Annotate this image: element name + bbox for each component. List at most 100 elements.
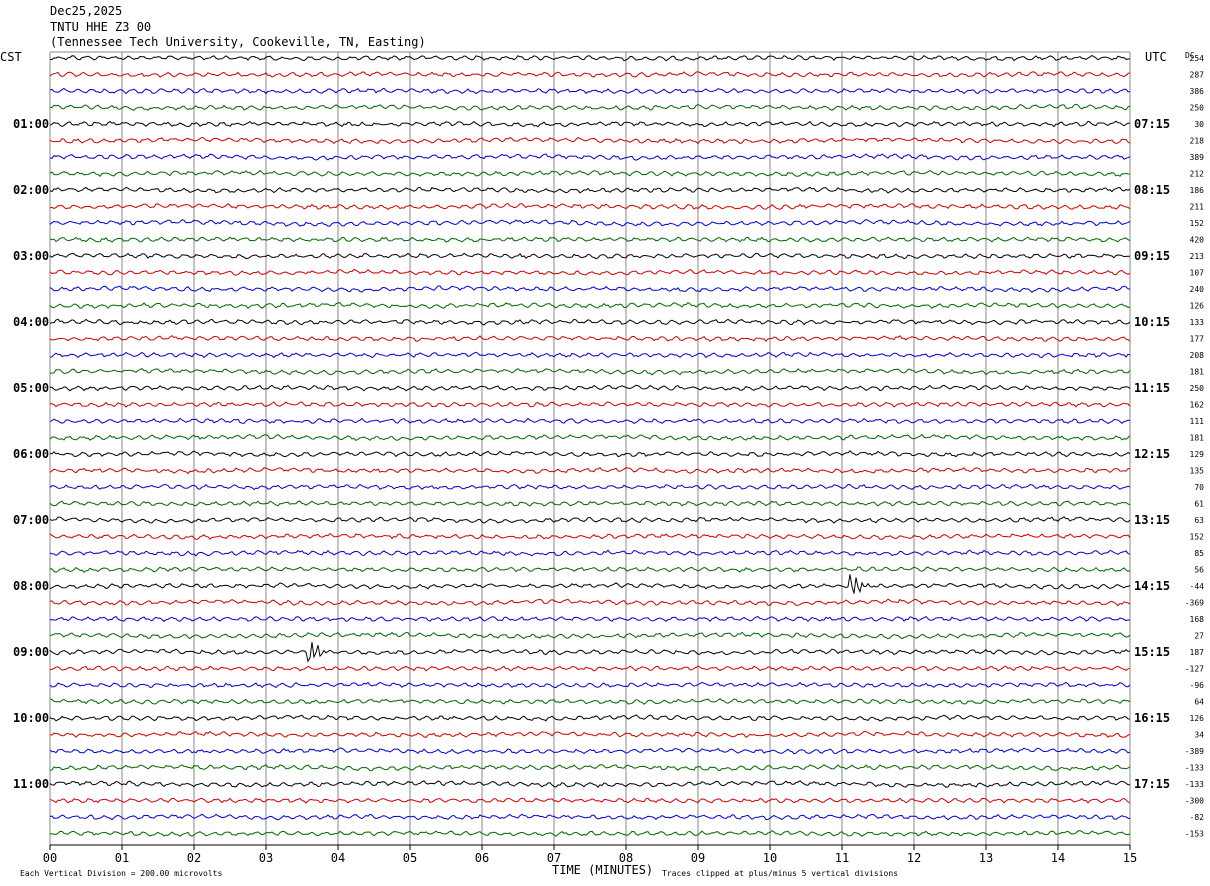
trace-row-20: [49, 384, 1131, 392]
trace-row-33: [49, 598, 1131, 607]
trace-row-13: [49, 268, 1131, 276]
right-hour-label: 11:15: [1134, 381, 1170, 395]
right-hour-label: 10:15: [1134, 315, 1170, 329]
left-hour-label: 10:00: [13, 711, 49, 725]
dc-offset-label: 389: [1190, 153, 1205, 162]
trace-row-45: [49, 797, 1131, 804]
trace-row-40: [49, 714, 1131, 722]
trace-row-43: [49, 764, 1131, 772]
dc-offset-label: 287: [1190, 71, 1205, 80]
trace-row-21: [49, 401, 1131, 408]
dc-header-label: DC: [1185, 51, 1195, 60]
trace-row-6: [49, 153, 1131, 161]
trace-row-36: [49, 642, 1130, 663]
trace-row-5: [49, 136, 1131, 145]
dc-offset-label: 126: [1190, 714, 1205, 723]
dc-offset-label: 177: [1190, 335, 1205, 344]
trace-row-41: [49, 730, 1131, 738]
x-tick-label: 13: [979, 851, 993, 865]
trace-row-34: [49, 615, 1131, 623]
x-axis-label: TIME (MINUTES): [552, 863, 653, 877]
trace-row-14: [49, 285, 1131, 293]
dc-offset-label: 208: [1190, 351, 1205, 360]
left-hour-label: 02:00: [13, 183, 49, 197]
right-hour-label: 14:15: [1134, 579, 1170, 593]
left-hour-label: 08:00: [13, 579, 49, 593]
trace-group: [49, 54, 1131, 837]
dc-offset-label: 133: [1190, 318, 1205, 327]
x-tick-label: 12: [907, 851, 921, 865]
right-hour-label: 16:15: [1134, 711, 1170, 725]
x-tick-label: 04: [331, 851, 345, 865]
dc-offset-label: 181: [1190, 434, 1205, 443]
left-hour-label: 05:00: [13, 381, 49, 395]
dc-offset-label: 420: [1190, 236, 1205, 245]
x-tick-label: 09: [691, 851, 705, 865]
trace-row-47: [49, 829, 1131, 837]
x-tick-label: 10: [763, 851, 777, 865]
dc-offset-label: -369: [1185, 599, 1204, 608]
trace-row-39: [49, 698, 1131, 705]
left-hour-label: 06:00: [13, 447, 49, 461]
right-hour-label: 17:15: [1134, 777, 1170, 791]
dc-offset-label: 126: [1190, 302, 1205, 311]
dc-offset-label: 212: [1190, 170, 1205, 179]
trace-row-46: [49, 813, 1131, 821]
dc-offset-label: 152: [1190, 533, 1205, 542]
trace-row-27: [49, 500, 1131, 507]
dc-offset-label: -82: [1190, 813, 1205, 822]
right-hour-label: 07:15: [1134, 117, 1170, 131]
trace-row-17: [49, 335, 1131, 342]
dc-offset-label: 213: [1190, 252, 1205, 261]
right-hour-label: 15:15: [1134, 645, 1170, 659]
dc-offset-label: -153: [1185, 830, 1204, 839]
dc-offset-label: 34: [1194, 731, 1204, 740]
trace-row-11: [49, 236, 1131, 243]
left-hour-label: 09:00: [13, 645, 49, 659]
x-tick-label: 07: [547, 851, 561, 865]
dc-offset-label: 386: [1190, 87, 1205, 96]
trace-row-28: [49, 516, 1131, 524]
dc-offset-label: 187: [1190, 648, 1205, 657]
dc-offset-label: 63: [1194, 516, 1204, 525]
header-location: (Tennessee Tech University, Cookeville, …: [50, 35, 426, 49]
dc-offset-label: 211: [1190, 203, 1205, 212]
trace-row-16: [49, 318, 1131, 326]
trace-row-10: [49, 219, 1131, 227]
trace-row-19: [49, 367, 1131, 376]
dc-offset-label: 56: [1194, 566, 1204, 575]
scale-note: Each Vertical Division = 200.00 microvol…: [20, 869, 222, 878]
right-hour-label: 09:15: [1134, 249, 1170, 263]
dc-offset-label: -300: [1185, 797, 1204, 806]
trace-row-37: [49, 665, 1131, 672]
dc-offset-label: 135: [1190, 467, 1205, 476]
x-tick-label: 05: [403, 851, 417, 865]
trace-row-26: [49, 483, 1131, 491]
dc-offset-label: 27: [1194, 632, 1204, 641]
dc-offset-label: 107: [1190, 269, 1205, 278]
dc-offset-label: 181: [1190, 368, 1205, 377]
trace-row-30: [49, 549, 1131, 557]
trace-row-42: [49, 747, 1131, 755]
dc-offset-label: -127: [1185, 665, 1204, 674]
dc-offset-label: -44: [1190, 582, 1205, 591]
x-tick-label: 14: [1051, 851, 1065, 865]
dc-offset-label: -133: [1185, 780, 1204, 789]
x-tick-label: 11: [835, 851, 849, 865]
dc-offset-label: 30: [1194, 120, 1204, 129]
left-hour-label: 04:00: [13, 315, 49, 329]
trace-row-24: [49, 450, 1131, 458]
trace-row-32: [49, 574, 1131, 594]
x-tick-label: 06: [475, 851, 489, 865]
right-hour-label: 08:15: [1134, 183, 1170, 197]
left-hour-label: 07:00: [13, 513, 49, 527]
dc-offset-label: 254: [1190, 54, 1205, 63]
header-date: Dec25,2025: [50, 4, 123, 18]
grid-lines: [49, 51, 1131, 850]
trace-row-31: [49, 566, 1131, 573]
left-timezone-label: CST: [0, 50, 22, 64]
right-hour-label: 12:15: [1134, 447, 1170, 461]
trace-row-4: [49, 120, 1131, 128]
x-tick-label: 03: [259, 851, 273, 865]
left-hour-label: 11:00: [13, 777, 49, 791]
